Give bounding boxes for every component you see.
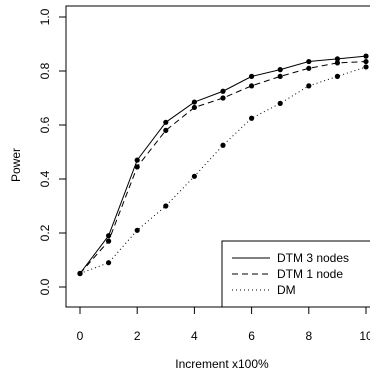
data-point (220, 95, 226, 101)
data-point (334, 60, 340, 66)
data-point (77, 270, 83, 277)
data-point (334, 56, 340, 62)
legend: DTM 3 nodes DTM 1 node DM (221, 240, 370, 308)
axes: 0 2 4 6 8 10 0.0 0.2 0.4 0.6 0.8 1.0 (38, 5, 370, 343)
legend-label: DM (277, 283, 296, 297)
x-tick-label: 8 (305, 329, 312, 343)
y-axis-label: Power (9, 148, 23, 182)
data-point (191, 104, 197, 111)
legend-label: DTM 1 node (277, 267, 343, 281)
data-point (134, 227, 140, 233)
data-point (249, 115, 255, 121)
x-axis-label: Increment x100% (175, 357, 269, 371)
x-tick-label: 10 (359, 329, 370, 343)
data-point (134, 164, 140, 170)
y-tick-label: 0.6 (38, 116, 52, 133)
legend-label: DTM 3 nodes (277, 251, 349, 265)
data-point (306, 58, 312, 65)
data-point (220, 142, 226, 148)
series-group (77, 53, 369, 277)
data-point (306, 83, 312, 89)
data-point (191, 173, 197, 179)
data-point (334, 73, 340, 79)
data-point (277, 67, 283, 73)
data-point (106, 233, 112, 239)
data-point (163, 127, 169, 133)
data-point (249, 73, 255, 79)
x-tick-label: 2 (134, 329, 141, 343)
y-tick-label: 0.4 (38, 170, 52, 187)
data-point (277, 100, 283, 106)
data-point (106, 260, 112, 266)
y-tick-label: 0.8 (38, 62, 52, 79)
data-point (249, 83, 255, 89)
data-point (306, 65, 312, 71)
data-point (363, 64, 369, 70)
x-tick-label: 0 (77, 329, 84, 343)
x-tick-label: 6 (248, 329, 255, 343)
y-tick-label: 0.0 (38, 278, 52, 295)
data-point (134, 157, 140, 163)
data-point (106, 238, 112, 244)
data-point (363, 58, 369, 65)
y-tick-label: 0.2 (38, 224, 52, 241)
data-point (191, 99, 197, 105)
y-tick-label: 1.0 (38, 8, 52, 25)
data-point (220, 88, 226, 94)
data-point (277, 73, 283, 79)
data-point (163, 119, 169, 125)
data-point (163, 203, 169, 209)
x-tick-label: 4 (191, 329, 198, 343)
data-point (363, 53, 369, 59)
